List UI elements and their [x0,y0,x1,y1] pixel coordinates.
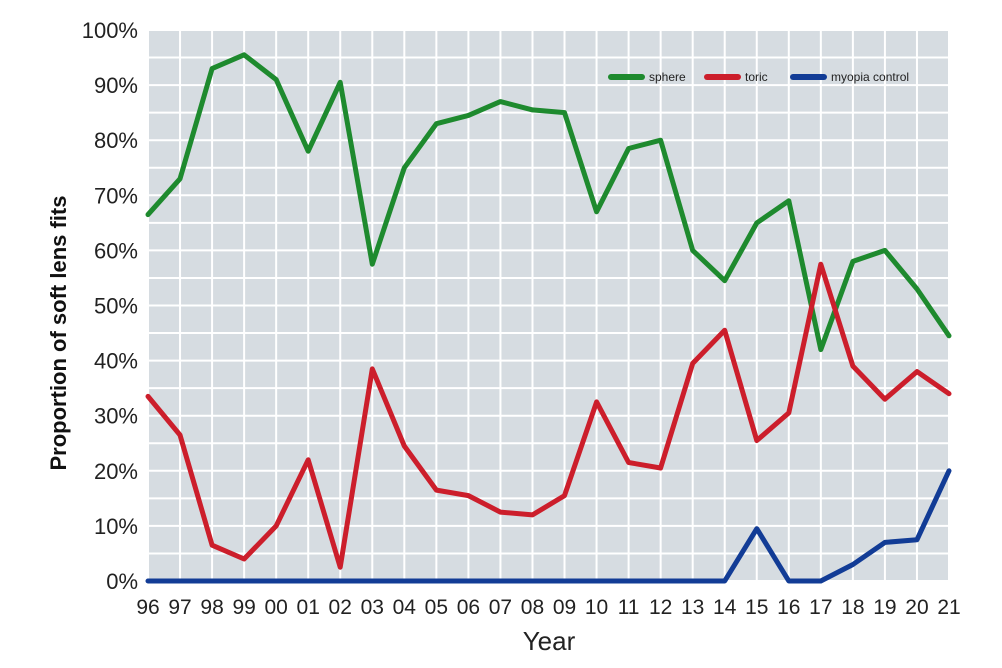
x-tick-label: 15 [745,596,768,619]
series-line-sphere [145,52,952,353]
y-tick-label: 70% [94,183,138,208]
y-axis-ticks: 0% 10% 20% 30% 40% 50% 60% 70% 80% 90% 100% [82,18,138,594]
y-tick-label: 20% [94,459,138,484]
x-tick-label: 02 [329,596,352,619]
x-tick-label: 03 [361,596,384,619]
y-tick-label: 0% [106,569,138,594]
series-line-myopia-control [145,468,952,584]
y-tick-label: 50% [94,294,138,319]
x-tick-label: 01 [297,596,320,619]
y-tick-label: 100% [82,18,138,43]
x-tick-label: 21 [937,596,960,619]
x-tick-label: 10 [585,596,608,619]
x-tick-label: 98 [200,596,223,619]
y-tick-label: 40% [94,349,138,374]
y-tick-label: 30% [94,404,138,429]
x-tick-label: 11 [618,596,640,619]
x-tick-label: 08 [521,596,544,619]
x-tick-label: 96 [136,596,159,619]
x-tick-label: 13 [681,596,704,619]
x-tick-label: 17 [809,596,832,619]
x-tick-label: 20 [905,596,928,619]
x-axis-ticks: 96 97 98 99 00 01 02 03 04 05 06 07 08 09 10 11 12 13 14 15… [136,596,960,619]
y-axis-title: Proportion of soft lens fits [46,196,71,471]
x-tick-label: 07 [489,596,512,619]
series-lines [145,52,952,584]
x-tick-label: 97 [168,596,191,619]
legend-label-myopia-control: myopia control [831,70,909,84]
y-tick-label: 10% [94,514,138,539]
x-tick-label: 19 [873,596,896,619]
x-axis-title: Year [523,626,576,656]
x-tick-label: 00 [264,596,287,619]
y-tick-label: 80% [94,128,138,153]
series-line-toric [145,261,952,570]
x-tick-label: 14 [713,596,737,619]
x-tick-label: 06 [457,596,480,619]
legend-label-sphere: sphere [649,70,686,84]
y-tick-label: 60% [94,238,138,263]
y-tick-label: 90% [94,73,138,98]
x-tick-label: 09 [553,596,576,619]
x-tick-label: 99 [232,596,255,619]
x-tick-label: 05 [425,596,448,619]
x-tick-label: 18 [841,596,864,619]
legend-label-toric: toric [745,70,768,84]
legend: sphere toric myopia control [608,70,909,84]
x-tick-label: 12 [649,596,672,619]
x-tick-label: 16 [777,596,800,619]
x-tick-label: 04 [393,596,417,619]
